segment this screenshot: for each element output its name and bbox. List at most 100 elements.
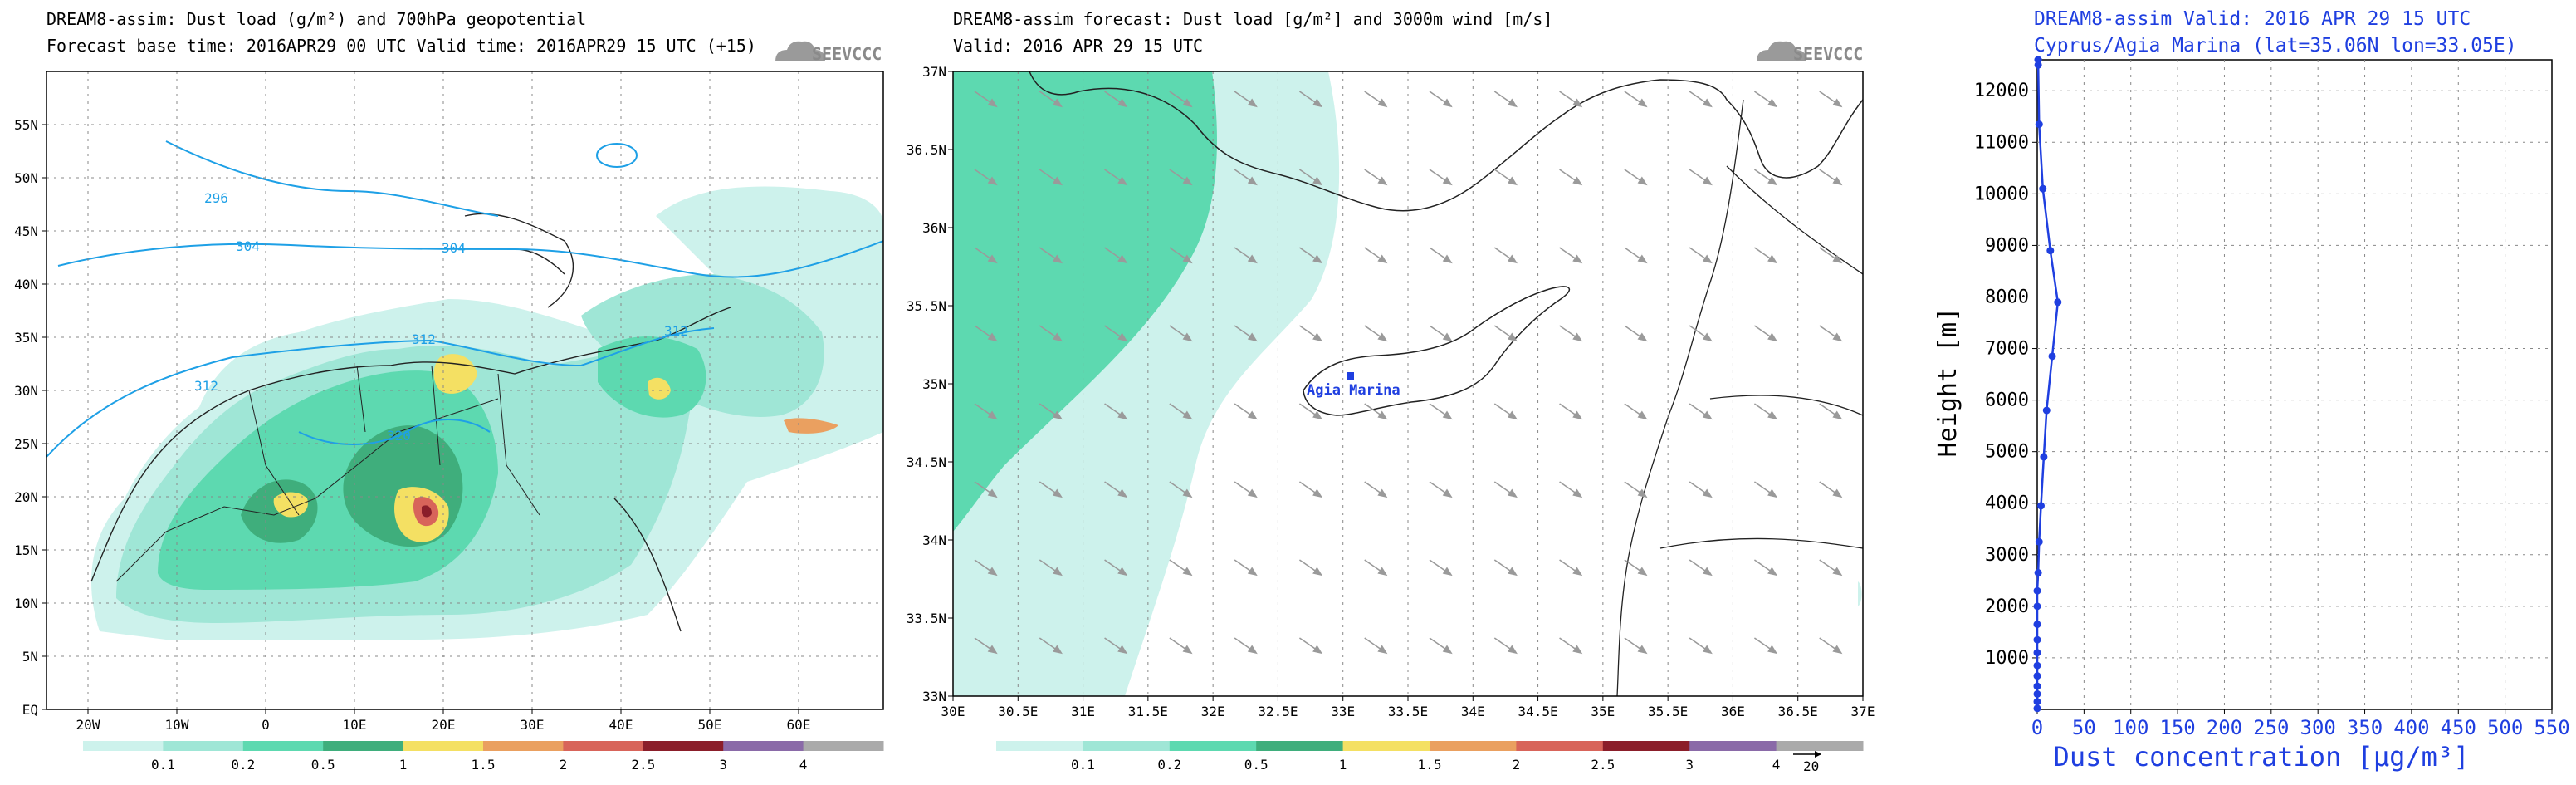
contour-label: 312 [412, 331, 436, 347]
profile-point [2033, 704, 2041, 713]
wind-arrowhead [1377, 254, 1388, 264]
profile-point [2033, 602, 2041, 611]
dust-area-1.5-c [433, 354, 477, 394]
seevccc-logo-2: SEEVCCC [1757, 41, 1863, 64]
wind-arrowhead [1117, 567, 1128, 576]
colorbar-swatch [996, 741, 1083, 751]
wind-arrow [1560, 716, 1581, 731]
lon-tick-label: 30E [521, 717, 545, 733]
lon-tick-label: 20E [432, 717, 456, 733]
profile-frame [2036, 59, 2553, 710]
colorbar-label: 2 [560, 757, 568, 773]
seevccc-logo-1: SEEVCCC [775, 41, 882, 64]
wind-arrowhead [1052, 567, 1063, 576]
wind-arrowhead [989, 724, 996, 731]
wind-arrowhead [1182, 332, 1193, 342]
contour-label: 304 [442, 240, 466, 256]
x-tick-label: 50 [2072, 716, 2096, 739]
y-tick-label: 1000 [1985, 648, 2029, 669]
profile-point [2034, 569, 2042, 577]
lon-tick-label: 31.5E [1128, 704, 1168, 719]
wind-arrowhead [1442, 410, 1453, 420]
x-tick-label: 450 [2441, 716, 2476, 739]
y-tick-label: 3000 [1985, 545, 2029, 566]
wind-arrowhead [1442, 567, 1453, 576]
panel-1-dust-load-map: DREAM8-assim: Dust load (g/m²) and 700hP… [14, 9, 884, 773]
dust-area-3 [422, 505, 432, 518]
wind-arrowhead [987, 332, 998, 342]
wind-arrowhead [1702, 645, 1713, 655]
wind-arrowhead [1312, 98, 1323, 108]
cyprus-coastline [1303, 286, 1571, 416]
wind-arrow [1430, 716, 1451, 731]
wind-arrowhead [1507, 98, 1518, 108]
wind-arrowhead [1182, 645, 1193, 655]
dust-area-1.5-d [648, 377, 671, 400]
contour-label: 304 [236, 238, 260, 254]
wind-arrowhead [1377, 176, 1388, 186]
wind-arrow [1039, 716, 1061, 731]
contour-label: 296 [204, 190, 228, 206]
wind-arrowhead [987, 645, 998, 655]
lat-tick-label: 35N [922, 376, 946, 392]
lon-tick-label: 10W [165, 717, 189, 733]
wind-arrowhead [1507, 645, 1518, 655]
wind-arrowhead [1377, 567, 1388, 576]
colorbar-label: 4 [799, 757, 808, 773]
wind-arrowhead [1182, 254, 1193, 264]
dust-area-2 [784, 418, 838, 434]
wind-arrowhead [1117, 98, 1128, 108]
wind-arrowhead [1312, 176, 1323, 186]
panel-1-subtitle: Forecast base time: 2016APR29 00 UTC Val… [46, 36, 756, 56]
contour-labels: 296 304 304 312 312 312 320 [194, 190, 688, 444]
wind-arrowhead [1247, 254, 1258, 264]
x-tick-label: 550 [2534, 716, 2569, 739]
wind-arrowhead [1508, 724, 1516, 731]
colorbar-swatch [643, 741, 724, 751]
lat-tick-label: 34N [922, 532, 946, 548]
wind-arrowhead [1572, 332, 1583, 342]
wind-arrowhead [1767, 332, 1778, 342]
wind-arrowhead [1702, 176, 1713, 186]
profile-point [2033, 586, 2041, 595]
x-tick-label: 250 [2253, 716, 2289, 739]
wind-arrowhead [1052, 410, 1063, 420]
wind-arrowhead [1117, 254, 1128, 264]
wind-arrow [1365, 716, 1386, 731]
profile-title: DREAM8-assim Valid: 2016 APR 29 15 UTC [2034, 8, 2471, 30]
profile-plot-area: 0 50 100 150 200 250 300 350 400 450 500 550 1000 200… [1974, 56, 2570, 739]
colorbar-swatch [803, 741, 884, 751]
wind-arrowhead [1767, 645, 1778, 655]
y-tick-label: 8000 [1985, 287, 2029, 307]
wind-arrowhead [1377, 98, 1388, 108]
wind-arrowhead [1832, 98, 1843, 108]
dust-area-0.5 [953, 71, 1217, 532]
lon-tick-label: 30.5E [998, 704, 1038, 719]
wind-reference-vector: 20 [1793, 751, 1821, 774]
colorbar-swatch [1602, 741, 1690, 751]
colorbar-swatch [323, 741, 404, 751]
colorbar-label: 0.5 [311, 757, 335, 773]
x-tick-label: 150 [2159, 716, 2195, 739]
wind-arrow [1625, 716, 1646, 731]
wind-arrowhead [1052, 645, 1063, 655]
wind-arrowhead [1442, 488, 1453, 498]
colorbar-2: 0.1 0.2 0.5 1 1.5 2 2.5 3 4 [996, 741, 1864, 773]
dust-area-0.2-mideast [581, 274, 824, 417]
x-tick-label: 350 [2347, 716, 2383, 739]
wind-arrowhead [1834, 724, 1841, 731]
panel-3-vertical-profile: DREAM8-assim Valid: 2016 APR 29 15 UTC C… [1933, 8, 2570, 773]
colorbar-swatch [483, 741, 564, 751]
wind-arrowhead [1052, 254, 1063, 264]
colorbar-label: 0.2 [1157, 757, 1181, 773]
wind-arrow [975, 716, 996, 731]
wind-arrow [1299, 716, 1321, 731]
colorbar-label: 3 [719, 757, 727, 773]
colorbar-label: 2.5 [631, 757, 655, 773]
wind-arrowhead [1572, 410, 1583, 420]
wind-arrowhead [1117, 410, 1128, 420]
profile-point [2033, 661, 2041, 670]
x-tick-label: 400 [2393, 716, 2429, 739]
lon-tick-label: 40E [609, 717, 633, 733]
wind-arrow [1689, 716, 1711, 731]
